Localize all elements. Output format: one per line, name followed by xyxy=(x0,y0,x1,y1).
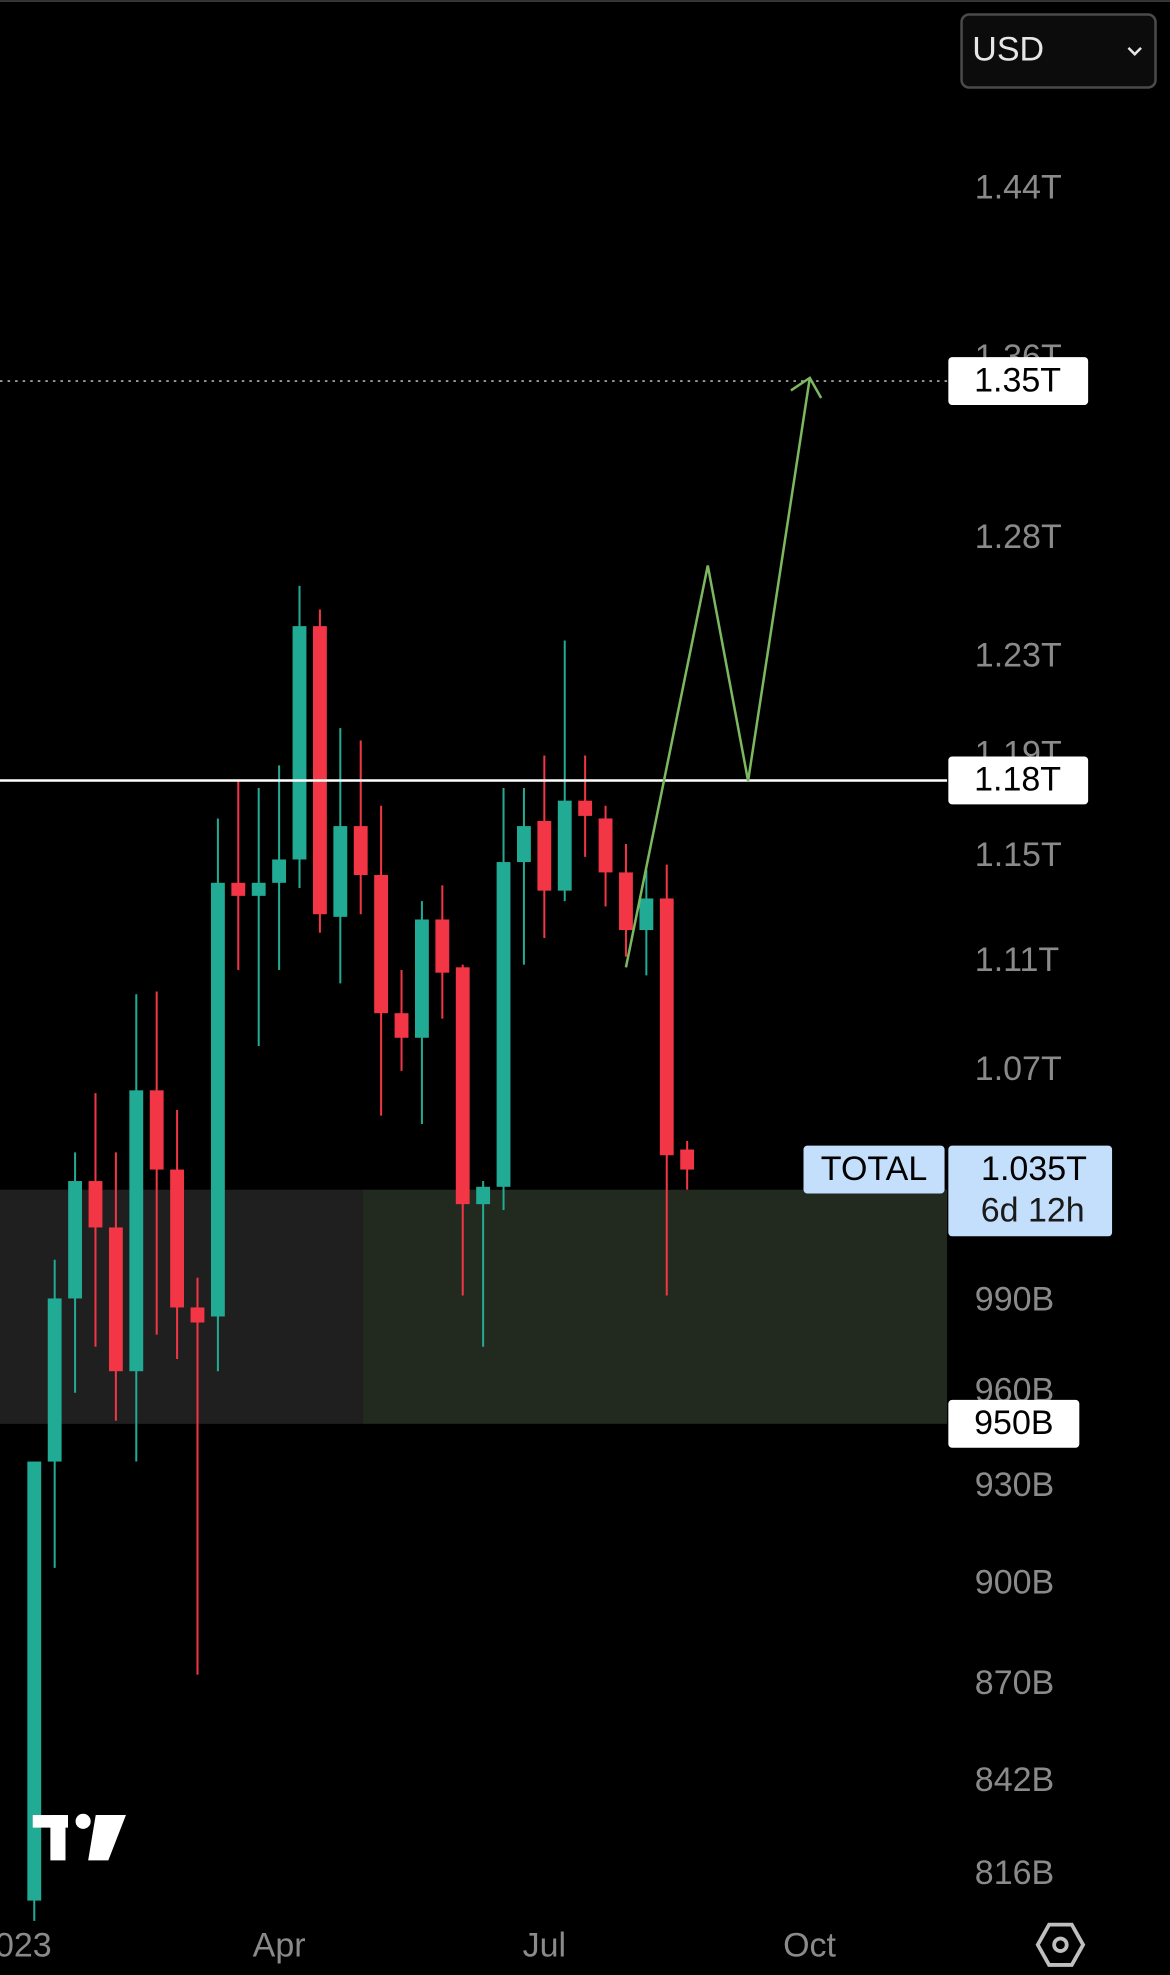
logo xyxy=(32,1813,126,1861)
symbol-label-box xyxy=(803,1145,945,1194)
y-tick-label: 1.07T xyxy=(975,1050,1062,1088)
candle-body xyxy=(557,800,572,891)
countdown-label: 6d 12h xyxy=(981,1191,1085,1229)
currency-button[interactable]: USD xyxy=(960,13,1157,89)
projection-arrowhead xyxy=(790,376,823,399)
logo-part xyxy=(50,1815,66,1861)
currency-button-frame[interactable] xyxy=(960,13,1157,89)
last-price-label: 1.035T xyxy=(981,1150,1087,1188)
y-tick-label: 842B xyxy=(975,1761,1054,1799)
candle-body xyxy=(149,1090,164,1170)
y-tick-label: 900B xyxy=(975,1563,1054,1601)
candle-body xyxy=(619,872,633,931)
y-tick-label: 1.11T xyxy=(975,941,1059,979)
candle-body xyxy=(353,826,368,876)
price-label-box xyxy=(948,357,1089,406)
candle-body xyxy=(578,800,593,816)
candle-body xyxy=(231,882,246,896)
zone-right xyxy=(362,1189,948,1424)
price-label: 1.18T xyxy=(974,761,1061,799)
projection-path xyxy=(624,377,812,968)
settings-button[interactable] xyxy=(1035,1922,1086,1967)
candle-body xyxy=(659,898,674,1156)
x-tick-label: Jul xyxy=(523,1926,566,1964)
candle-body xyxy=(129,1090,144,1372)
candle-body xyxy=(517,826,531,863)
price-label: 1.35T xyxy=(974,361,1061,399)
y-tick-label: 816B xyxy=(975,1854,1054,1892)
candle-body xyxy=(88,1181,103,1228)
candle-body xyxy=(68,1181,83,1299)
candle-body xyxy=(190,1307,205,1323)
x-tick-label: Oct xyxy=(783,1926,836,1964)
last-price-box xyxy=(948,1145,1113,1237)
price-lines xyxy=(0,380,948,782)
currency-text[interactable]: USD xyxy=(972,31,1044,69)
settings-icon[interactable] xyxy=(1035,1922,1086,1967)
candle-body xyxy=(598,818,613,873)
y-tick-label: 1.28T xyxy=(975,518,1062,556)
candle-body xyxy=(312,626,327,915)
candles xyxy=(27,585,695,1921)
candle-body xyxy=(333,826,348,917)
settings-icon-center xyxy=(1052,1936,1069,1953)
candle-body xyxy=(680,1149,695,1170)
candle-body xyxy=(374,875,389,1014)
x-axis: 2023 Apr Jul Oct xyxy=(0,1920,837,1964)
candle-body xyxy=(414,919,429,1038)
logo-part xyxy=(88,1815,126,1861)
x-tick-label: Apr xyxy=(253,1926,306,1964)
symbol-label: TOTAL xyxy=(821,1150,927,1188)
candle-body xyxy=(496,862,511,1187)
candle-body xyxy=(210,882,225,1317)
candle-body xyxy=(170,1169,185,1308)
candle-body xyxy=(47,1298,62,1462)
price-label: 950B xyxy=(974,1404,1053,1442)
y-tick-label: 1.23T xyxy=(975,636,1062,674)
chevron xyxy=(1127,46,1142,56)
candle-body xyxy=(394,1013,409,1038)
candle-body xyxy=(476,1186,491,1205)
y-tick-label: 930B xyxy=(975,1466,1054,1504)
candle-body xyxy=(251,882,266,896)
logo-part xyxy=(75,1813,91,1829)
x-tick-label: 2023 xyxy=(0,1926,52,1964)
price-label-box xyxy=(948,1399,1080,1448)
candle-body xyxy=(639,898,654,931)
y-tick-label: 870B xyxy=(975,1664,1054,1702)
price-label-box xyxy=(948,756,1089,805)
candle-body xyxy=(108,1227,123,1372)
y-tick-label: 1.44T xyxy=(975,169,1062,207)
candle-body xyxy=(537,820,552,891)
candle-body xyxy=(455,967,470,1205)
y-tick-label: 1.15T xyxy=(975,836,1062,874)
y-tick-label: 990B xyxy=(975,1280,1054,1318)
candle-body xyxy=(292,626,307,860)
candle-body xyxy=(272,859,287,883)
candle-body xyxy=(27,1461,42,1901)
candle-body xyxy=(435,919,450,973)
